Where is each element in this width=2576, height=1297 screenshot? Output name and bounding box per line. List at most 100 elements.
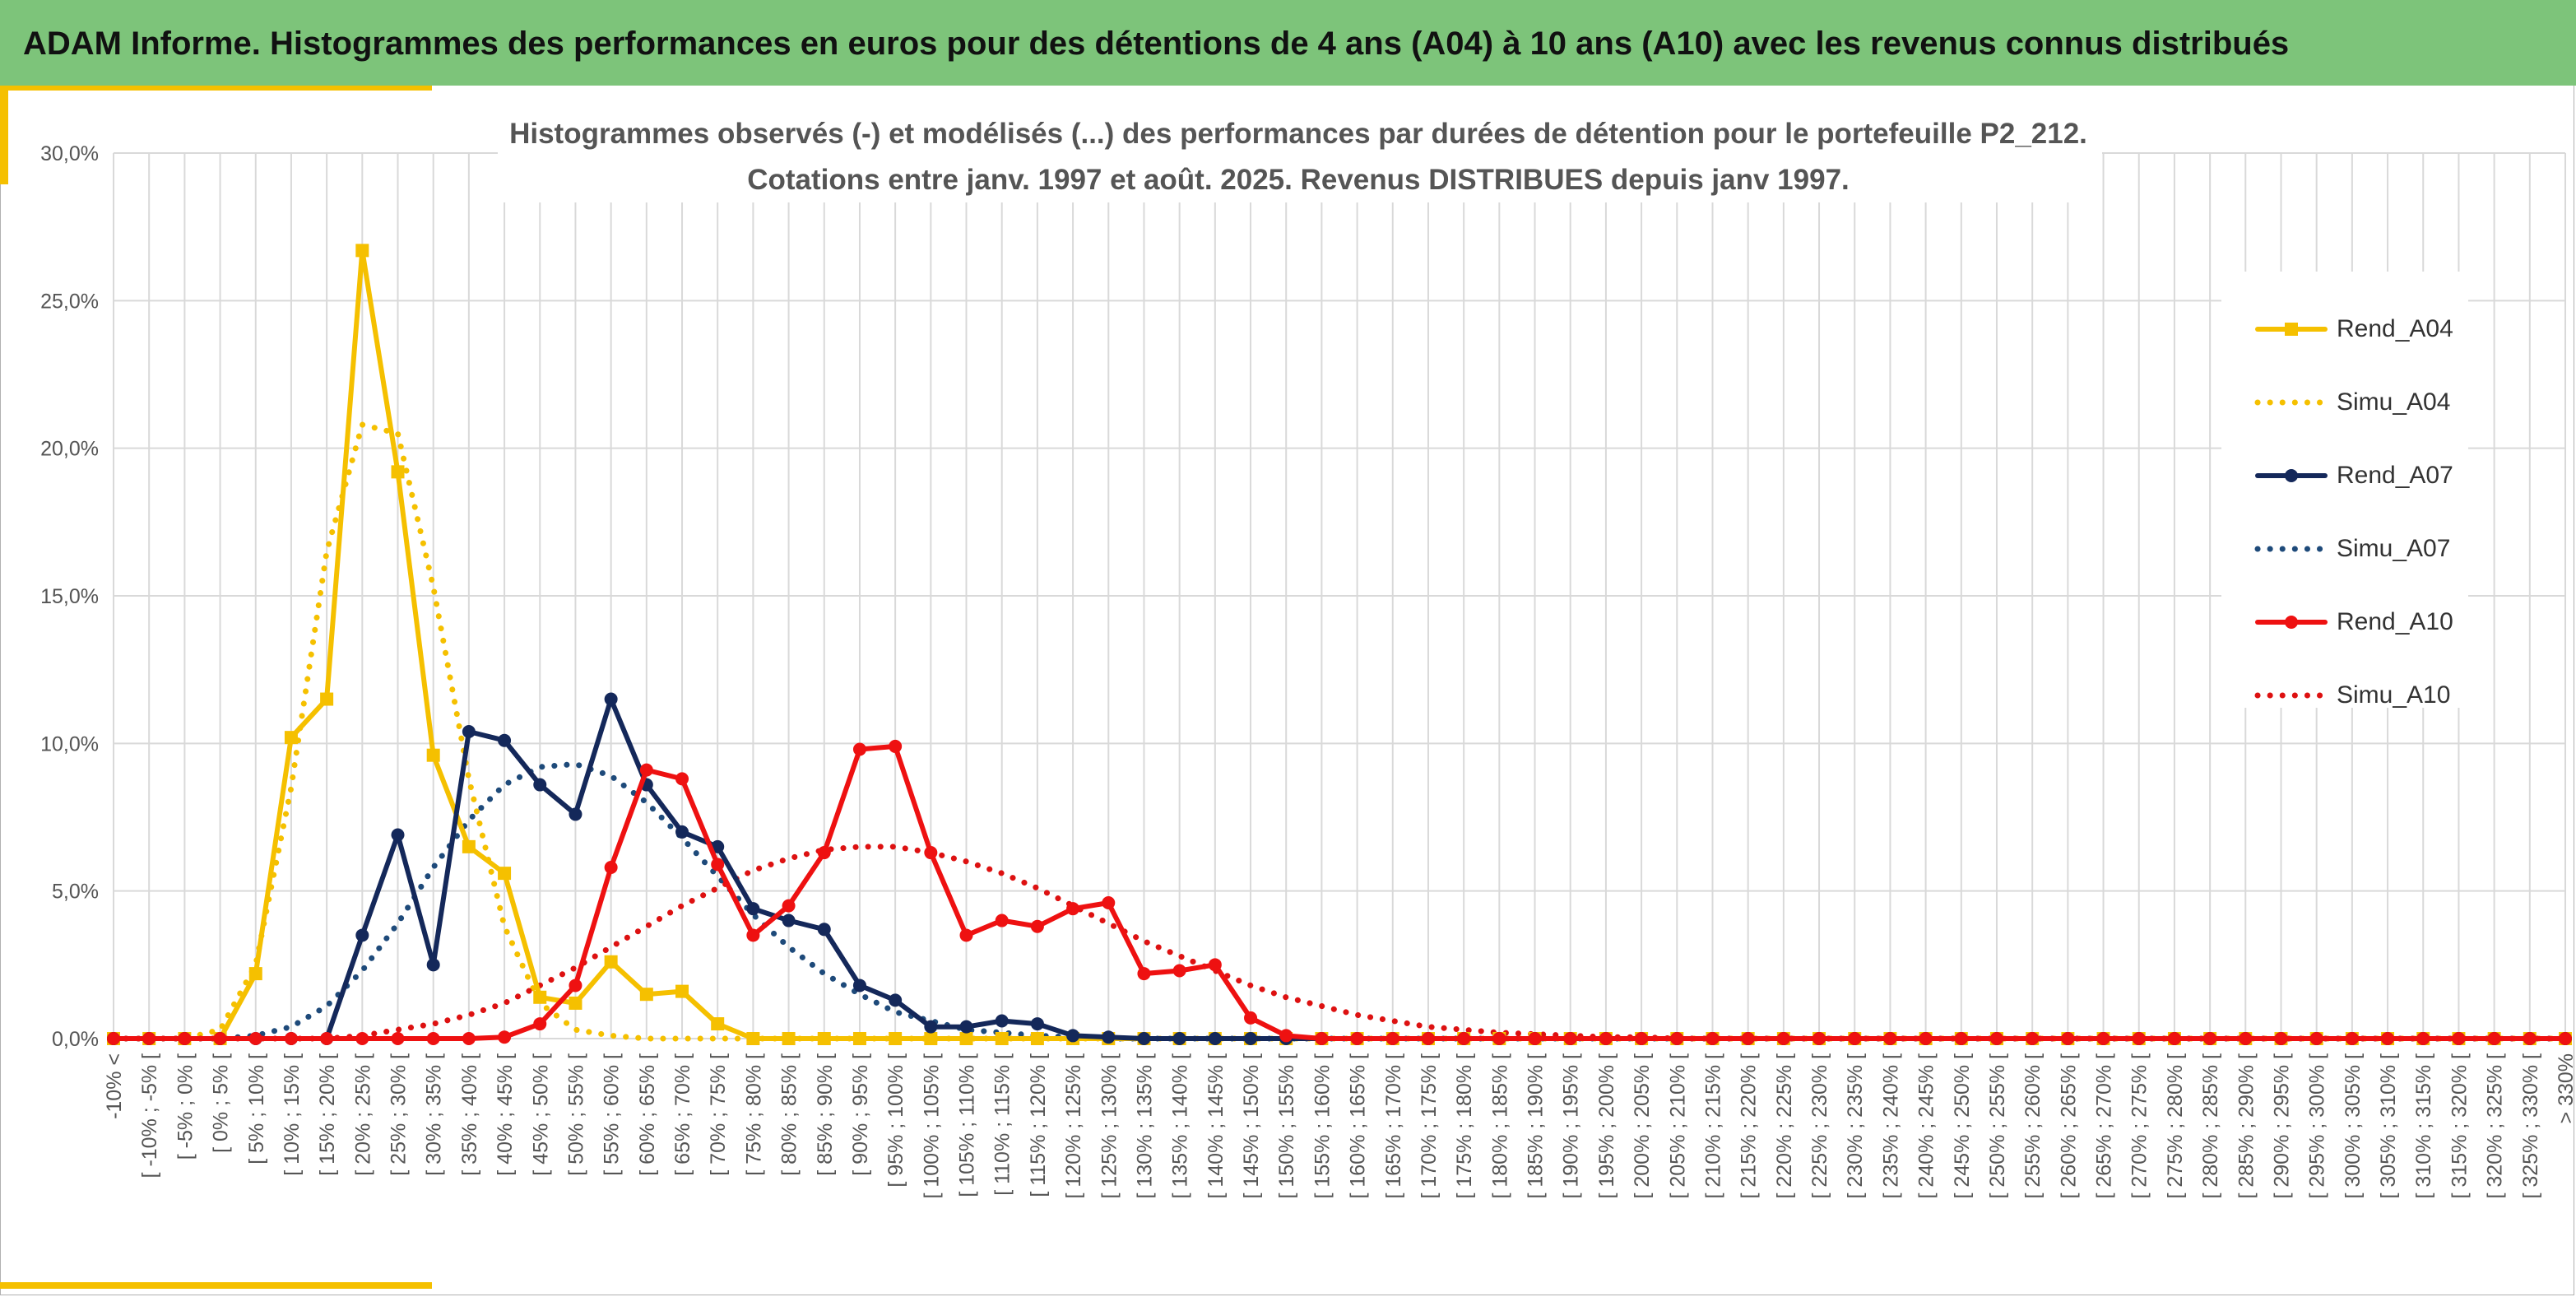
- data-point: [1457, 1032, 1471, 1045]
- x-tick-label: [ 220% ; 225% [: [1773, 1053, 1796, 1199]
- data-point: [1350, 1032, 1364, 1045]
- data-point: [2061, 1032, 2075, 1045]
- legend-swatch: [2255, 616, 2328, 629]
- x-tick-label: [ 70% ; 75% [: [707, 1053, 730, 1176]
- data-point: [2487, 1032, 2501, 1045]
- data-point: [533, 778, 547, 792]
- data-point: [1670, 1032, 1684, 1045]
- legend-item-simu-a07: Simu_A07: [2254, 524, 2468, 574]
- x-tick-label: [ 85% ; 90% [: [814, 1053, 837, 1176]
- x-tick-label: [ 200% ; 205% [: [1631, 1053, 1654, 1199]
- data-point: [1279, 1029, 1293, 1043]
- y-tick-label: 0,0%: [52, 1028, 99, 1051]
- data-point: [1030, 1032, 1044, 1045]
- legend-marker: [2285, 323, 2298, 336]
- x-tick-label: [ 300% ; 305% [: [2342, 1053, 2365, 1199]
- series-rend-a10: [107, 739, 2572, 1045]
- data-point: [817, 923, 831, 937]
- x-tick-label: [ 15% ; 20% [: [316, 1053, 339, 1176]
- data-point: [782, 899, 796, 913]
- legend-label: Rend_A04: [2337, 315, 2453, 342]
- data-point: [817, 1032, 831, 1045]
- legend-label: Simu_A04: [2337, 388, 2451, 416]
- x-tick-label: [ 255% ; 260% [: [2021, 1053, 2045, 1199]
- series-line: [110, 760, 2569, 1042]
- x-tick-label: [ 160% ; 165% [: [1347, 1053, 1370, 1199]
- x-tick-label: [ 145% ; 150% [: [1240, 1053, 1263, 1199]
- data-point: [2274, 1032, 2288, 1045]
- data-point: [1528, 1032, 1542, 1045]
- data-point: [2239, 1032, 2253, 1045]
- x-tick-label: [ 80% ; 85% [: [778, 1053, 801, 1176]
- x-tick-label: [ 115% ; 120% [: [1027, 1053, 1050, 1197]
- data-point: [391, 465, 405, 479]
- data-point: [1102, 1030, 1116, 1044]
- legend-swatch: [2255, 323, 2328, 336]
- data-point: [2559, 1032, 2572, 1045]
- x-tick-label: [ 10% ; 15% [: [281, 1053, 304, 1176]
- series-simu-a04: [110, 421, 2569, 1042]
- grid: [113, 152, 2566, 1039]
- data-point: [639, 988, 653, 1002]
- data-point: [1137, 1032, 1151, 1045]
- x-tick-label: [ 155% ; 160% [: [1311, 1053, 1334, 1199]
- y-tick-label: 10,0%: [40, 732, 99, 755]
- data-point: [604, 692, 618, 706]
- legend-swatch: [2254, 692, 2328, 699]
- data-point: [569, 979, 583, 993]
- data-point: [889, 739, 903, 753]
- x-tick-label: [ 175% ; 180% [: [1453, 1053, 1476, 1199]
- accent-bar-left-top: [0, 86, 8, 184]
- y-tick-label: 30,0%: [40, 142, 99, 165]
- data-point: [2096, 1032, 2110, 1045]
- data-point: [248, 1032, 262, 1045]
- legend: Rend_A04 Simu_A04 Rend_A07 Simu_A07 Rend_A10…: [2221, 272, 2468, 709]
- data-point: [889, 993, 903, 1007]
- x-tick-label: [ 105% ; 110% [: [956, 1053, 979, 1197]
- x-tick-label: [ 190% ; 195% [: [1560, 1053, 1583, 1199]
- x-tick-label: [ 265% ; 270% [: [2093, 1053, 2116, 1199]
- x-tick-label: [ 25% ; 30% [: [388, 1053, 411, 1176]
- data-point: [1137, 967, 1151, 981]
- chart-title-background: [498, 105, 2102, 202]
- series-line: [110, 421, 2569, 1042]
- x-tick-label: [ 60% ; 65% [: [636, 1053, 659, 1176]
- x-tick-label: [ 150% ; 155% [: [1275, 1053, 1298, 1199]
- x-tick-label: [ 110% ; 115% [: [991, 1053, 1014, 1196]
- data-point: [2026, 1032, 2040, 1045]
- legend-marker: [2285, 469, 2298, 482]
- x-tick-label: [ 215% ; 220% [: [1738, 1053, 1761, 1199]
- y-tick-label: 25,0%: [40, 290, 99, 313]
- data-point: [1954, 1032, 1968, 1045]
- x-tick-label: [ 290% ; 295% [: [2270, 1053, 2293, 1199]
- data-point: [2132, 1032, 2146, 1045]
- series-line: [111, 743, 2568, 1041]
- data-point: [2203, 1032, 2217, 1045]
- series-line: [111, 248, 2568, 1041]
- header-bar: ADAM Informe. Histogrammes des performan…: [0, 0, 2576, 86]
- data-point: [1492, 1032, 1506, 1045]
- data-point: [1776, 1032, 1790, 1045]
- data-point: [284, 1032, 298, 1045]
- accent-bar-top: [0, 86, 432, 91]
- data-point: [569, 807, 583, 821]
- data-point: [320, 1032, 334, 1045]
- data-point: [889, 1032, 903, 1045]
- y-tick-label: 15,0%: [40, 585, 99, 608]
- x-tick-label: [ 55% ; 60% [: [601, 1053, 624, 1176]
- data-point: [1989, 1032, 2003, 1045]
- x-tick-label: [ 250% ; 255% [: [1986, 1053, 2009, 1199]
- x-tick-label: [ 20% ; 25% [: [351, 1053, 374, 1176]
- data-point: [1066, 902, 1080, 916]
- x-tick-label: [ 280% ; 285% [: [2199, 1053, 2222, 1199]
- x-tick-label: [ 240% ; 245% [: [1915, 1053, 1938, 1199]
- x-tick-label: [ 185% ; 190% [: [1525, 1053, 1548, 1199]
- x-tick-label: [ 120% ; 125% [: [1062, 1053, 1085, 1199]
- x-tick-label: -10% <: [103, 1053, 126, 1119]
- data-point: [142, 1032, 156, 1045]
- x-tick-label: [ 5% ; 10% [: [245, 1053, 268, 1165]
- data-point: [213, 1032, 227, 1045]
- data-point: [995, 1014, 1009, 1028]
- legend-item-rend-a04: Rend_A04: [2254, 304, 2468, 354]
